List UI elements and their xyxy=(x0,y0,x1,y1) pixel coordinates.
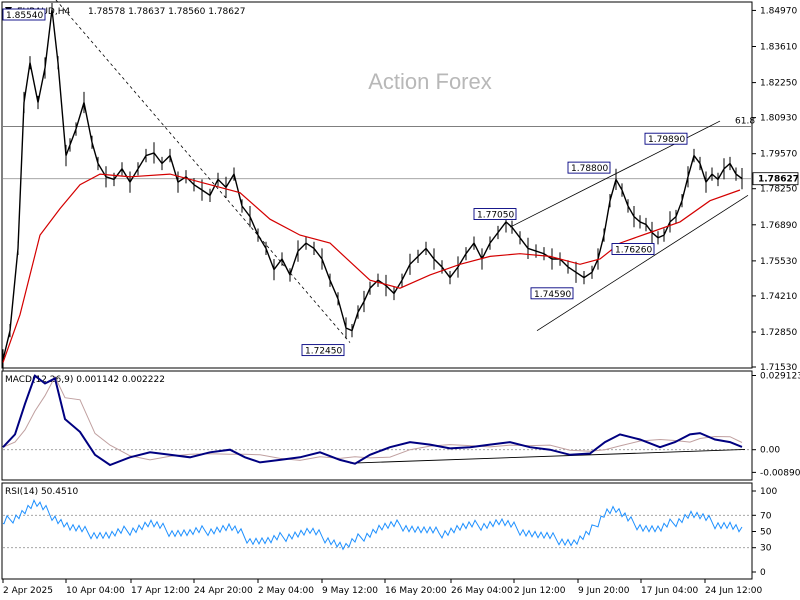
price-annotation-label: 1.74590 xyxy=(534,290,571,300)
time-tick-label: 9 May 12:00 xyxy=(322,586,378,596)
current-price-label: 1.78627 xyxy=(758,175,799,185)
rsi-title: RSI(14) 50.4510 xyxy=(5,487,78,497)
price-tick-label: 1.75530 xyxy=(760,257,797,267)
price-annotation-box xyxy=(2,8,46,21)
price-annotation-label: 1.77050 xyxy=(477,211,514,221)
price-annotation-box xyxy=(567,161,611,174)
macd-line xyxy=(2,374,743,467)
price-tick-label: 1.83610 xyxy=(760,43,797,53)
time-tick-label: 17 Jun 04:00 xyxy=(641,586,698,596)
price-annotation-label: 1.72450 xyxy=(305,347,342,357)
fib-level-label: 61.8 xyxy=(735,117,755,127)
time-tick-label: 16 May 20:00 xyxy=(385,586,447,596)
price-annotation-label: 1.76260 xyxy=(615,246,652,256)
time-tick-label: 26 May 04:00 xyxy=(451,586,513,596)
macd-plot xyxy=(2,374,751,467)
ohlc-values: 1.78578 1.78637 1.78560 1.78627 xyxy=(88,7,245,17)
time-tick-label: 17 Apr 12:00 xyxy=(131,586,190,596)
macd-trendline xyxy=(349,448,746,464)
price-annotation-box xyxy=(473,208,517,221)
downtrend-line xyxy=(55,0,351,343)
price-tick-label: 1.79570 xyxy=(760,150,797,160)
candle-wicks xyxy=(2,3,743,371)
time-axis: 2 Apr 2025 10 Apr 04:00 17 Apr 12:00 24 Apr… xyxy=(2,579,762,596)
price-tick-label: 1.84970 xyxy=(760,6,797,16)
price-tick-label: 1.71530 xyxy=(760,363,797,373)
price-panel-frame xyxy=(1,1,753,369)
price-tick-label: 1.78250 xyxy=(760,185,797,195)
price-tick-label: 1.74210 xyxy=(760,292,797,302)
price-annotation-box xyxy=(530,287,574,300)
watermark-text: Action Forex xyxy=(368,69,492,94)
price-annotation-label: 1.78800 xyxy=(571,164,608,174)
time-tick-label: 10 Apr 04:00 xyxy=(66,586,125,596)
price-tick-label: 1.72850 xyxy=(760,328,797,338)
price-annotation-box xyxy=(611,243,655,255)
price-annotation-box xyxy=(644,132,688,145)
macd-axis: 0.029123 0.00 -0.008901 xyxy=(752,372,800,478)
rsi-axis: 100 70 50 30 0 xyxy=(752,487,777,578)
price-tick-label: 1.76890 xyxy=(760,221,797,231)
price-plot: 61.8 1.85540 1.72450 1.77050 1.74590 1.78800 1… xyxy=(2,0,755,371)
price-tick-label: 1.82250 xyxy=(760,79,797,89)
time-tick-label: 9 Jun 20:00 xyxy=(578,586,630,596)
rsi-tick-label: 100 xyxy=(760,487,777,497)
rsi-tick-label: 0 xyxy=(760,568,766,578)
macd-title: MACD(12,26,9) 0.001142 0.002222 xyxy=(5,375,165,385)
time-tick-label: 2 May 04:00 xyxy=(258,586,314,596)
price-annotation-label: 1.85540 xyxy=(6,11,43,21)
time-tick-label: 24 Jun 12:00 xyxy=(705,586,762,596)
rsi-line xyxy=(2,499,743,551)
moving-average-line xyxy=(2,173,741,363)
price-annotation-box xyxy=(301,344,345,357)
macd-tick-label: 0.00 xyxy=(760,446,780,456)
rsi-tick-label: 50 xyxy=(760,528,772,538)
macd-tick-label: 0.029123 xyxy=(760,372,800,382)
time-tick-label: 2 Jun 12:00 xyxy=(514,586,566,596)
price-tick-label: 1.80930 xyxy=(760,114,797,124)
rsi-plot xyxy=(2,499,751,551)
rsi-tick-label: 70 xyxy=(760,511,772,521)
price-annotation-label: 1.79890 xyxy=(648,135,685,145)
time-tick-label: 24 Apr 20:00 xyxy=(194,586,253,596)
macd-signal-line xyxy=(2,375,743,461)
current-price-box xyxy=(752,172,799,186)
macd-tick-label: -0.008901 xyxy=(760,468,800,478)
lower-channel-line xyxy=(536,195,749,331)
time-tick-label: 2 Apr 2025 xyxy=(3,586,53,596)
rsi-tick-label: 30 xyxy=(760,544,772,554)
price-axis: 1.84970 1.83610 1.82250 1.80930 1.79570 1.782… xyxy=(752,6,799,373)
